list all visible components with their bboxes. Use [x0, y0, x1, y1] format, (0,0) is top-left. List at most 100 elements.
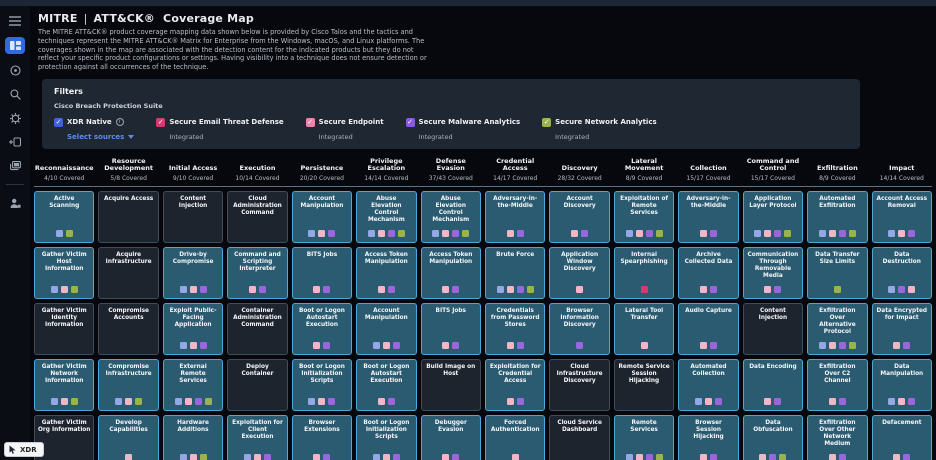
source-checkbox-checked-icon[interactable]: ✓	[54, 117, 63, 127]
technique-cell[interactable]: Cloud Infrastructure Discovery	[549, 358, 610, 411]
technique-cell[interactable]: Account Manipulation	[356, 302, 417, 355]
technique-cell[interactable]: Account Manipulation	[291, 190, 353, 243]
purple-coverage-swatch	[323, 285, 331, 293]
technique-cell[interactable]: Boot or Logon Autostart Execution	[291, 302, 353, 355]
technique-cell[interactable]: Develop Capabilities	[98, 414, 159, 460]
technique-cell[interactable]: Hardware Additions	[162, 414, 224, 460]
gear-icon[interactable]	[6, 110, 24, 126]
technique-cell[interactable]: Boot or Logon Autostart Execution	[356, 358, 417, 411]
technique-cell[interactable]: Gather Victim Host Information	[34, 246, 95, 299]
technique-cell[interactable]: Debugger Evasion	[420, 414, 481, 460]
technique-cell[interactable]: Active Scanning	[34, 190, 95, 243]
technique-cell[interactable]: BITS Jobs	[420, 302, 481, 355]
technique-name: Acquire Access	[104, 195, 154, 202]
technique-cell[interactable]: Data Manipulation	[871, 358, 932, 411]
technique-cell[interactable]: Brute Force	[484, 246, 546, 299]
technique-cell[interactable]: Data Destruction	[871, 246, 932, 299]
technique-cell[interactable]: Credentials from Password Stores	[484, 302, 546, 355]
source-checkbox-checked-icon[interactable]: ✓	[405, 117, 415, 127]
blue-coverage-swatch	[243, 453, 251, 460]
technique-cell[interactable]: Forced Authentication	[484, 414, 546, 460]
target-icon[interactable]	[6, 62, 24, 78]
technique-cell[interactable]: Access Token Manipulation	[420, 246, 481, 299]
technique-cell[interactable]: Internal Spearphishing	[613, 246, 675, 299]
technique-cell[interactable]: Boot or Logon Initialization Scripts	[356, 414, 417, 460]
coverage-swatches	[486, 341, 544, 349]
pink-coverage-swatch	[442, 229, 450, 237]
coverage-swatches	[422, 229, 480, 237]
pink-coverage-swatch	[313, 341, 321, 349]
layers-icon[interactable]	[6, 158, 24, 174]
technique-cell[interactable]: Adversary-in-the-Middle	[484, 190, 546, 243]
technique-cell[interactable]: Content Injection	[742, 302, 804, 355]
technique-cell[interactable]: Exploitation of Remote Services	[613, 190, 675, 243]
search-icon[interactable]	[6, 86, 24, 102]
technique-cell[interactable]: Drive-by Compromise	[162, 246, 224, 299]
technique-cell[interactable]: Cloud Administration Command	[227, 190, 288, 243]
technique-cell[interactable]: Data Encrypted for Impact	[871, 302, 932, 355]
info-icon[interactable]: i	[115, 118, 124, 127]
technique-cell[interactable]: Deploy Container	[227, 358, 288, 411]
technique-cell[interactable]: Account Access Removal	[871, 190, 932, 243]
technique-cell[interactable]: Remote Services	[613, 414, 675, 460]
user-icon[interactable]	[6, 195, 24, 211]
source-checkbox-checked-icon[interactable]: ✓	[542, 117, 552, 127]
technique-cell[interactable]: Application Window Discovery	[549, 246, 610, 299]
technique-cell[interactable]: Gather Victim Identity Information	[34, 302, 95, 355]
technique-cell[interactable]: Application Layer Protocol	[742, 190, 804, 243]
technique-cell[interactable]: Content Injection	[162, 190, 224, 243]
technique-cell[interactable]: Exploitation for Credential Access	[484, 358, 546, 411]
technique-cell[interactable]: Build Image on Host	[420, 358, 481, 411]
technique-cell[interactable]: Audio Capture	[678, 302, 739, 355]
technique-cell[interactable]: Account Discovery	[549, 190, 610, 243]
technique-cell[interactable]: Automated Exfiltration	[807, 190, 868, 243]
technique-cell[interactable]: Compromise Accounts	[98, 302, 159, 355]
technique-cell[interactable]: Acquire Access	[98, 190, 159, 243]
technique-cell[interactable]: BITS Jobs	[291, 246, 353, 299]
technique-cell[interactable]: Browser Information Discovery	[549, 302, 610, 355]
technique-cell[interactable]: Remote Service Session Hijacking	[613, 358, 675, 411]
technique-cell[interactable]: Browser Session Hijacking	[678, 414, 739, 460]
technique-cell[interactable]: Communication Through Removable Media	[742, 246, 804, 299]
technique-cell[interactable]: Exploit Public-Facing Application	[162, 302, 224, 355]
technique-cell[interactable]: Gather Victim Network Information	[34, 358, 95, 411]
source-checkbox-checked-icon[interactable]: ✓	[305, 117, 315, 127]
technique-cell[interactable]: Gather Victim Org Information	[34, 414, 95, 460]
tactic-header: Discovery 28/32 Covered	[549, 158, 609, 182]
technique-cell[interactable]: Defacement	[871, 414, 932, 460]
technique-name: Hardware Additions	[177, 419, 209, 433]
technique-cell[interactable]: Abuse Elevation Control Mechanism	[420, 190, 481, 243]
technique-cell[interactable]: Lateral Tool Transfer	[613, 302, 675, 355]
technique-cell[interactable]: Compromise Infrastructure	[98, 358, 159, 411]
technique-cell[interactable]: Browser Extensions	[291, 414, 353, 460]
technique-cell[interactable]: Exfiltration Over Alternative Protocol	[807, 302, 868, 355]
technique-cell[interactable]: Data Obfuscation	[742, 414, 804, 460]
technique-cell[interactable]: Command and Scripting Interpreter	[227, 246, 288, 299]
technique-cell[interactable]: Exploitation for Client Execution	[227, 414, 288, 460]
technique-cell[interactable]: Data Encoding	[742, 358, 804, 411]
coverage-map-icon[interactable]	[5, 37, 25, 54]
technique-cell[interactable]: Adversary-in-the-Middle	[678, 190, 739, 243]
add-device-icon[interactable]	[6, 134, 24, 150]
technique-cell[interactable]: Acquire Infrastructure	[98, 246, 159, 299]
technique-cell[interactable]: Cloud Service Dashboard	[549, 414, 610, 460]
technique-name: Brute Force	[496, 251, 535, 258]
technique-cell[interactable]: Data Transfer Size Limits	[807, 246, 868, 299]
technique-cell[interactable]: Access Token Manipulation	[356, 246, 417, 299]
pink-coverage-swatch	[506, 397, 514, 405]
purple-coverage-swatch	[838, 397, 846, 405]
technique-cell[interactable]: External Remote Services	[162, 358, 224, 411]
source-checkbox-checked-icon[interactable]: ✓	[156, 117, 166, 127]
technique-cell[interactable]: Abuse Elevation Control Mechanism	[356, 190, 417, 243]
pink-coverage-swatch	[764, 229, 772, 237]
technique-cell[interactable]: Exfiltration Over Other Network Medium	[807, 414, 868, 460]
technique-cell[interactable]: Automated Collection	[678, 358, 739, 411]
menu-icon[interactable]	[6, 13, 24, 29]
pink-coverage-swatch	[699, 341, 707, 349]
technique-cell[interactable]: Archive Collected Data	[678, 246, 739, 299]
technique-cell[interactable]: Exfiltration Over C2 Channel	[807, 358, 868, 411]
purple-coverage-swatch	[516, 397, 524, 405]
technique-cell[interactable]: Boot or Logon Initialization Scripts	[291, 358, 353, 411]
technique-cell[interactable]: Container Administration Command	[227, 302, 288, 355]
select-sources-link[interactable]: Select sources	[67, 133, 135, 141]
